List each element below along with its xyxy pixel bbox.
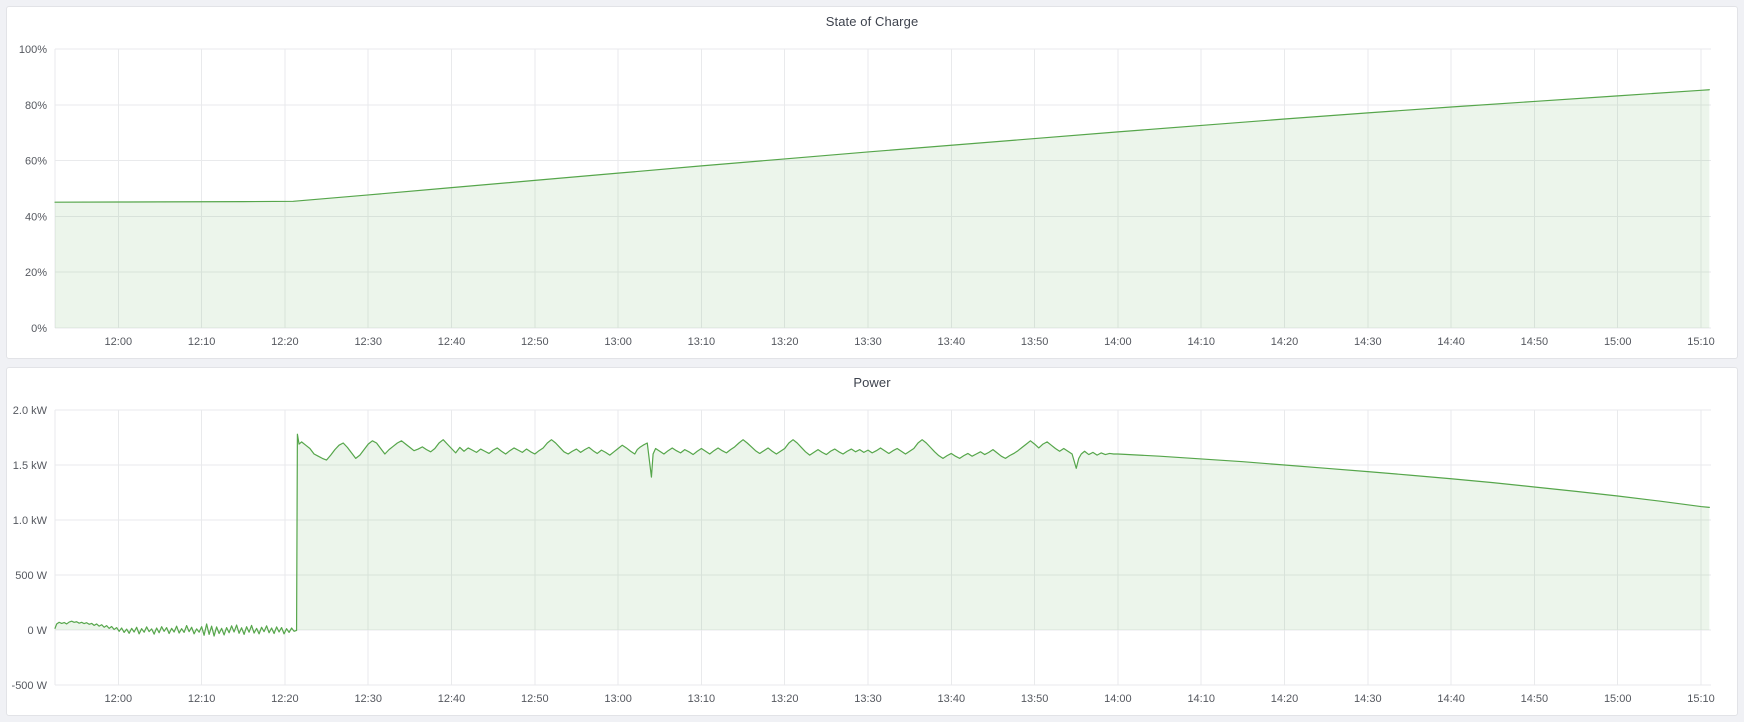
chart-svg: 0% 20% 40% 60% 80% 100% 12:00 12:10 12:20 12:30 12… xyxy=(19,44,1715,348)
x-tick-label: 14:20 xyxy=(1271,693,1299,705)
x-tick-label: 12:10 xyxy=(188,336,216,348)
x-tick-label: 14:50 xyxy=(1521,336,1549,348)
series-line xyxy=(54,433,1710,637)
x-tick-label: 13:30 xyxy=(854,693,882,705)
panel-title-state-of-charge: State of Charge xyxy=(825,13,919,29)
y-tick-label: 1.0 kW xyxy=(13,515,48,527)
x-tick-label: 15:10 xyxy=(1687,693,1715,705)
x-tick-label: 15:00 xyxy=(1604,336,1632,348)
y-tick-label: 40% xyxy=(25,211,47,223)
x-tick-label: 13:20 xyxy=(771,693,799,705)
panel-power: Power -500 W 0 W 500 W 1.0 kW 1.5 kW 2.0 kW 12… xyxy=(6,367,1738,716)
x-tick-label: 13:40 xyxy=(938,693,966,705)
panel-header-state-of-charge[interactable]: State of Charge xyxy=(7,7,1737,35)
power-chart[interactable]: -500 W 0 W 500 W 1.0 kW 1.5 kW 2.0 kW 12:00 12:… xyxy=(7,396,1737,715)
x-tick-label: 13:50 xyxy=(1021,693,1049,705)
x-tick-label: 12:50 xyxy=(521,336,549,348)
series-area xyxy=(55,434,1710,637)
series-line xyxy=(54,89,1710,203)
x-tick-label: 14:10 xyxy=(1187,336,1215,348)
x-tick-label: 12:00 xyxy=(105,693,133,705)
x-tick-label: 12:40 xyxy=(438,693,466,705)
x-tick-label: 13:10 xyxy=(688,336,716,348)
state-of-charge-chart[interactable]: 0% 20% 40% 60% 80% 100% 12:00 12:10 12:20 12:30 12… xyxy=(7,35,1737,358)
x-tick-label: 14:20 xyxy=(1271,336,1299,348)
x-tick-label: 13:00 xyxy=(604,693,632,705)
x-tick-label: 13:10 xyxy=(688,693,716,705)
x-tick-label: 14:00 xyxy=(1104,693,1132,705)
x-tick-label: 14:00 xyxy=(1104,336,1132,348)
dashboard: State of Charge 0% 20% 40% 60% 80% 100% 12:00 1… xyxy=(6,6,1738,716)
panel-title-power: Power xyxy=(853,374,891,390)
y-tick-label: 60% xyxy=(25,156,47,168)
y-tick-label: 1.5 kW xyxy=(13,460,48,472)
y-tick-label: 100% xyxy=(19,44,47,56)
y-tick-label: 80% xyxy=(25,100,47,112)
x-tick-label: 14:10 xyxy=(1187,693,1215,705)
chart-svg: -500 W 0 W 500 W 1.0 kW 1.5 kW 2.0 kW 12:00 12:… xyxy=(12,405,1715,705)
x-tick-label: 12:30 xyxy=(354,693,382,705)
x-tick-label: 13:20 xyxy=(771,336,799,348)
y-tick-label: 2.0 kW xyxy=(13,405,48,417)
x-tick-label: 12:20 xyxy=(271,336,299,348)
x-tick-label: 13:30 xyxy=(854,336,882,348)
y-tick-label: -500 W xyxy=(12,680,48,692)
x-tick-label: 15:00 xyxy=(1604,693,1632,705)
x-tick-label: 14:40 xyxy=(1437,693,1465,705)
x-tick-label: 13:00 xyxy=(604,336,632,348)
panel-header-power[interactable]: Power xyxy=(7,368,1737,396)
x-tick-label: 12:10 xyxy=(188,693,216,705)
x-tick-label: 12:30 xyxy=(354,336,382,348)
x-tick-label: 14:40 xyxy=(1437,336,1465,348)
y-tick-label: 0 W xyxy=(27,625,47,637)
x-tick-label: 14:30 xyxy=(1354,693,1382,705)
x-tick-label: 13:40 xyxy=(938,336,966,348)
y-tick-label: 500 W xyxy=(15,570,47,582)
y-tick-label: 20% xyxy=(25,267,47,279)
x-tick-label: 15:10 xyxy=(1687,336,1715,348)
x-tick-label: 12:50 xyxy=(521,693,549,705)
x-tick-label: 13:50 xyxy=(1021,336,1049,348)
series-area xyxy=(55,89,1710,328)
x-tick-label: 14:50 xyxy=(1521,693,1549,705)
x-tick-label: 12:00 xyxy=(105,336,133,348)
x-tick-label: 14:30 xyxy=(1354,336,1382,348)
panel-state-of-charge: State of Charge 0% 20% 40% 60% 80% 100% 12:00 1… xyxy=(6,6,1738,359)
x-tick-label: 12:20 xyxy=(271,693,299,705)
y-tick-label: 0% xyxy=(31,323,47,335)
x-tick-label: 12:40 xyxy=(438,336,466,348)
